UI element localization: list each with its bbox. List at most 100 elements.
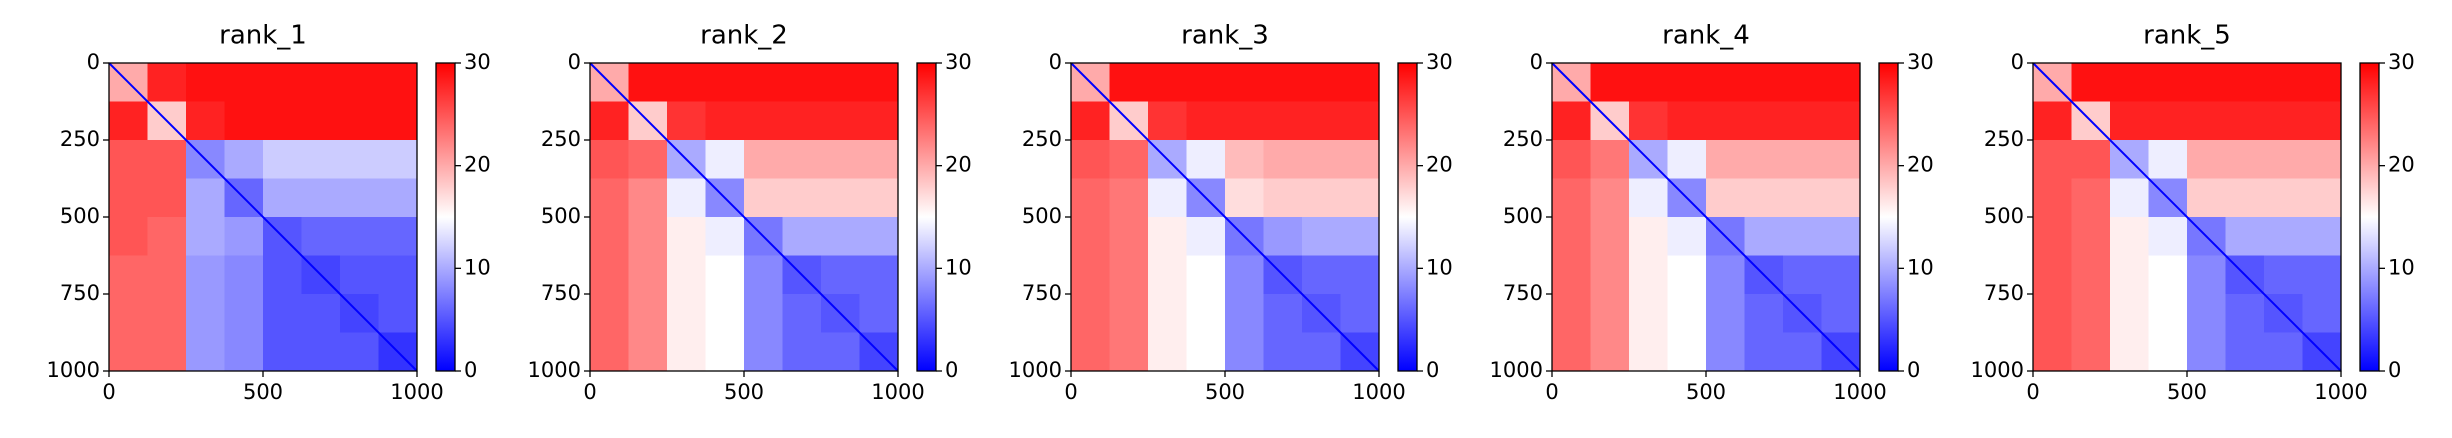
heatmap-cell bbox=[2148, 140, 2188, 179]
y-tick-label: 500 bbox=[541, 204, 581, 228]
heatmap-cell bbox=[1590, 140, 1630, 179]
heatmap-cell bbox=[705, 294, 745, 333]
heatmap-cell bbox=[378, 63, 418, 102]
heatmap-cell bbox=[744, 332, 783, 372]
heatmap-cell bbox=[1667, 294, 1707, 333]
heatmap-cell bbox=[859, 101, 899, 141]
heatmap-cell bbox=[590, 332, 629, 372]
heatmap-cell bbox=[1629, 178, 1668, 218]
heatmap-cell bbox=[2071, 140, 2111, 179]
heatmap-cell bbox=[2071, 332, 2111, 372]
heatmap-cell bbox=[782, 217, 822, 256]
heatmap-cell bbox=[744, 178, 783, 218]
heatmap-cell bbox=[2264, 217, 2303, 256]
heatmap-cell bbox=[1071, 332, 1110, 372]
colorbar-tick-label: 10 bbox=[1426, 255, 1453, 279]
y-tick-label: 0 bbox=[568, 50, 581, 74]
heatmap-cell bbox=[263, 332, 302, 372]
heatmap-cell bbox=[340, 332, 379, 372]
heatmap-cell bbox=[667, 178, 706, 218]
heatmap-cell bbox=[109, 178, 148, 218]
heatmap-cell bbox=[2110, 101, 2149, 141]
heatmap-cell bbox=[1263, 294, 1303, 333]
heatmap-cell bbox=[705, 63, 745, 102]
heatmap-cell bbox=[1783, 255, 1822, 295]
heatmap-cell bbox=[628, 255, 668, 295]
heatmap-cell bbox=[1071, 178, 1110, 218]
heatmap-cell bbox=[667, 255, 706, 295]
heatmap-cell bbox=[628, 332, 668, 372]
heatmap-cell bbox=[2302, 178, 2342, 218]
colorbar-tick-label: 30 bbox=[1907, 50, 1934, 74]
heatmap-cell bbox=[147, 217, 187, 256]
heatmap-cell bbox=[1821, 217, 1861, 256]
colorbar-tick-label: 30 bbox=[2388, 50, 2415, 74]
chart-title: rank_1 bbox=[219, 21, 307, 51]
heatmap-cell bbox=[821, 255, 860, 295]
heatmap-cell bbox=[1071, 101, 1110, 141]
heatmap-cell bbox=[1706, 294, 1745, 333]
heatmap-cell bbox=[263, 294, 302, 333]
heatmap-cell bbox=[378, 294, 418, 333]
heatmap-cell bbox=[1783, 101, 1822, 141]
heatmap-cell bbox=[147, 294, 187, 333]
heatmap-cell bbox=[1744, 63, 1784, 102]
heatmap-cell bbox=[378, 217, 418, 256]
heatmap-cell bbox=[1225, 101, 1264, 141]
heatmap-cell bbox=[224, 63, 264, 102]
heatmap-cell bbox=[224, 101, 264, 141]
heatmap-cell bbox=[1629, 332, 1668, 372]
heatmap-cell bbox=[1148, 178, 1187, 218]
x-tick-label: 500 bbox=[2167, 380, 2207, 404]
heatmap-cell bbox=[782, 178, 822, 218]
heatmap-cell bbox=[2110, 332, 2149, 372]
heatmap-cell bbox=[2225, 294, 2265, 333]
x-tick-label: 1000 bbox=[1352, 380, 1405, 404]
x-tick-label: 0 bbox=[1064, 380, 1077, 404]
heatmap-cell bbox=[667, 101, 706, 141]
heatmap-cell bbox=[2110, 255, 2149, 295]
heatmap-cell bbox=[1263, 217, 1303, 256]
heatmap-cell bbox=[2225, 101, 2265, 141]
heatmap-cell bbox=[1706, 101, 1745, 141]
diagonal bbox=[2032, 62, 2342, 372]
y-tick-label: 250 bbox=[1984, 127, 2024, 151]
heatmap-cell bbox=[2148, 217, 2188, 256]
heatmap-cell bbox=[2148, 255, 2188, 295]
x-tick-label: 1000 bbox=[2314, 380, 2367, 404]
heatmap-cell bbox=[1302, 332, 1341, 372]
heatmap-cell bbox=[1302, 255, 1341, 295]
heatmap-cell bbox=[2071, 255, 2111, 295]
heatmap-cell bbox=[1109, 63, 1149, 102]
heatmap-cell bbox=[1109, 140, 1149, 179]
heatmap-cell bbox=[2148, 101, 2188, 141]
heatmap-cell bbox=[628, 140, 668, 179]
heatmap-cell bbox=[1821, 255, 1861, 295]
heatmap-cell bbox=[1263, 101, 1303, 141]
x-tick-label: 1000 bbox=[1833, 380, 1886, 404]
heatmap-cell bbox=[782, 140, 822, 179]
heatmap-cell bbox=[1821, 178, 1861, 218]
heatmap-cell bbox=[744, 294, 783, 333]
heatmap-cell bbox=[301, 332, 341, 372]
heatmap-cell bbox=[1744, 332, 1784, 372]
colorbar-tick-label: 10 bbox=[2388, 255, 2415, 279]
heatmap-cell bbox=[821, 101, 860, 141]
y-tick-label: 250 bbox=[1503, 127, 1543, 151]
colorbar-tick-label: 30 bbox=[945, 50, 972, 74]
x-tick-label: 500 bbox=[1205, 380, 1245, 404]
heatmap-cell bbox=[1783, 63, 1822, 102]
heatmap-cell bbox=[2187, 63, 2226, 102]
heatmap-cell bbox=[628, 217, 668, 256]
heatmap-cell bbox=[2148, 63, 2188, 102]
heatmap-cell bbox=[1340, 255, 1380, 295]
heatmap-cell bbox=[859, 217, 899, 256]
heatmap-cell bbox=[590, 178, 629, 218]
heatmap-cell bbox=[109, 101, 148, 141]
heatmap-cell bbox=[2071, 63, 2111, 102]
heatmap-cell bbox=[2033, 140, 2072, 179]
heatmap-cell bbox=[1340, 178, 1380, 218]
chart-title: rank_4 bbox=[1662, 21, 1750, 51]
heatmap-cell bbox=[1148, 294, 1187, 333]
heatmap-cell bbox=[821, 63, 860, 102]
